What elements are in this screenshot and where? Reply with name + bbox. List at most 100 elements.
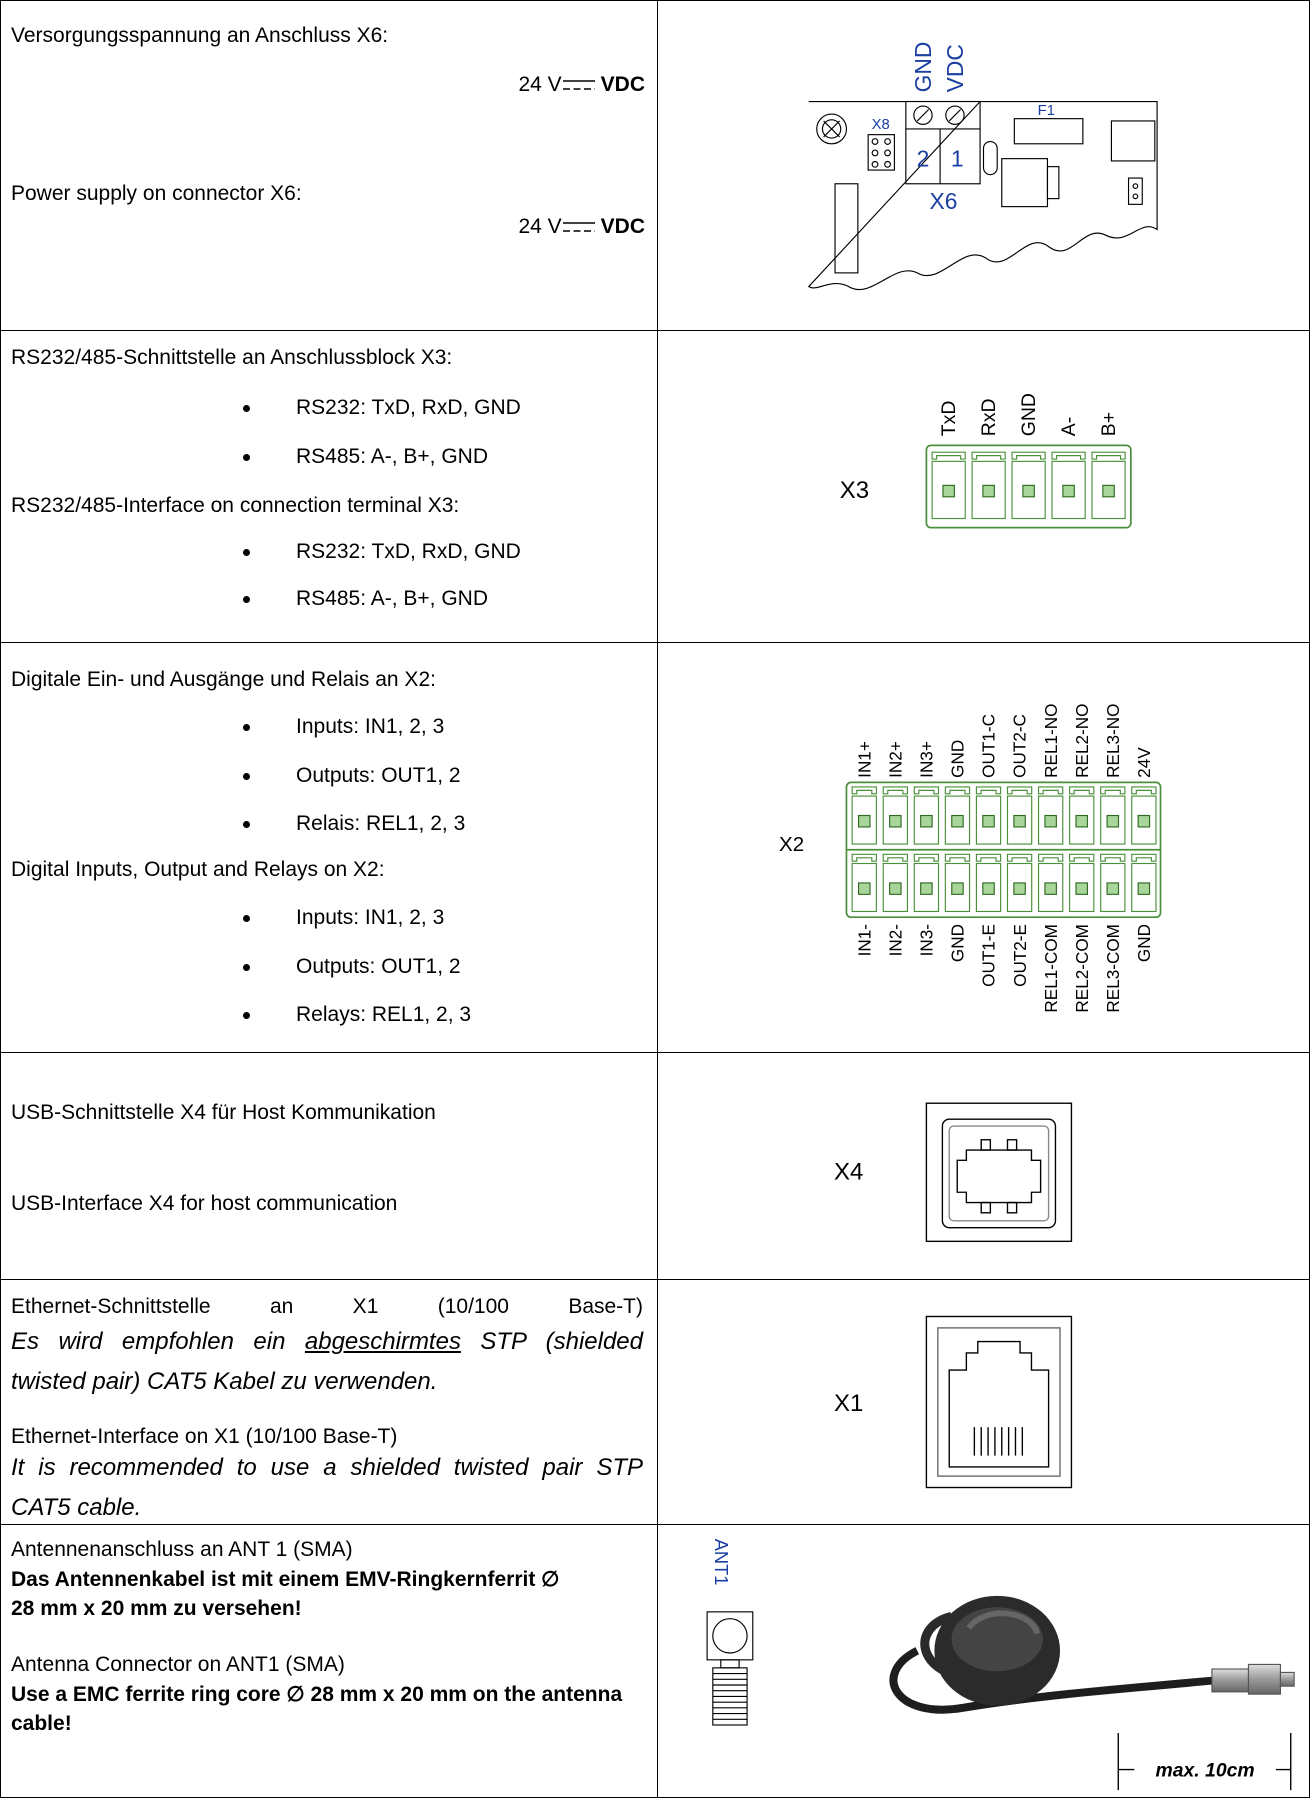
unit: VDC	[600, 73, 645, 96]
cell-diagram: GND VDC X8 F1 2 1 X6	[657, 0, 1310, 331]
terminal-slot	[913, 786, 940, 795]
note-emphasis: abgeschirmtes	[304, 1328, 461, 1355]
voltage-line: 24 V VDC	[518, 73, 645, 97]
note-text: STP (shielded twisted pair) CAT5 Kabel z…	[11, 1328, 644, 1395]
bullet: RS232: TxD, RxD, GND	[243, 396, 521, 420]
dc-symbol	[562, 80, 595, 91]
terminal-body	[1069, 862, 1095, 913]
terminal-body	[851, 862, 877, 913]
terminal-slot	[1100, 786, 1126, 795]
pin-label: GND	[1018, 393, 1040, 436]
bullet-text: Inputs: IN1, 2, 3	[296, 715, 445, 738]
terminal-body	[1069, 795, 1095, 845]
terminal-screw	[857, 814, 871, 828]
cable-length: max. 10cm	[1155, 1759, 1254, 1781]
warning: Use a EMC ferrite ring core ∅ 28 mm x 20…	[11, 1683, 623, 1735]
bullet: RS485: A-, B+, GND	[243, 587, 488, 611]
pin-label: GND	[910, 42, 936, 93]
pin-label: IN3-	[917, 924, 937, 956]
terminal-screw	[920, 882, 933, 895]
terminal-screw	[889, 814, 902, 828]
terminal-diagram: X3 TxD RxD GND A- B+	[840, 393, 1132, 529]
terminal-screw	[920, 814, 933, 828]
terminal-slot	[1131, 786, 1157, 795]
bullet: Outputs: OUT1, 2	[243, 955, 461, 979]
text: Antenna Connector on ANT1 (SMA)	[11, 1653, 345, 1676]
terminal-screw	[982, 882, 995, 895]
voltage: 24 V	[518, 215, 562, 238]
terminal-screw	[951, 882, 964, 895]
pin-label: TxD	[938, 401, 960, 437]
connector-label: ANT1	[711, 1539, 732, 1586]
terminal-screw	[942, 484, 955, 498]
pin-label: VDC	[942, 44, 968, 92]
pin-label: 24V	[1134, 747, 1154, 778]
text: Ethernet-Schnittstelle an X1 (10/100 Bas…	[11, 1295, 643, 1318]
terminal-slot	[1006, 853, 1033, 862]
terminal-body	[931, 460, 966, 520]
terminal-screw	[1137, 882, 1151, 895]
bullet-text: Outputs: OUT1, 2	[296, 764, 461, 787]
terminal-body	[1037, 862, 1064, 913]
cell-text: Versorgungsspannung an Anschluss X6: 24 …	[0, 0, 658, 331]
terminal-slot	[1100, 853, 1126, 862]
bullet-text: Relays: REL1, 2, 3	[296, 1003, 472, 1026]
terminal-screw	[1106, 882, 1120, 895]
terminal-screw	[982, 484, 995, 498]
cell-text: Ethernet-Schnittstelle an X1 (10/100 Bas…	[0, 1279, 658, 1525]
pin-label: IN2+	[885, 741, 905, 778]
text: USB-Schnittstelle X4 für Host Kommunikat…	[11, 1101, 436, 1124]
bullet: Relais: REL1, 2, 3	[243, 812, 465, 836]
bullet: RS485: A-, B+, GND	[243, 445, 488, 469]
terminal-body	[944, 862, 971, 913]
terminal-slot	[944, 786, 971, 795]
terminal-screw	[1137, 814, 1151, 828]
pin-label: REL2-NO	[1072, 704, 1092, 778]
terminal-screw	[1106, 814, 1120, 828]
cell-text: Digitale Ein- und Ausgänge und Relais an…	[0, 642, 658, 1053]
pin-label: GND	[948, 924, 968, 962]
terminal-screw	[982, 814, 995, 828]
text: Ethernet-Interface on X1 (10/100 Base-T)	[11, 1425, 398, 1448]
terminal-slot	[851, 853, 877, 862]
terminal-slot	[882, 786, 909, 795]
terminal-body	[913, 795, 940, 845]
note: It is recommended to use a shielded twis…	[11, 1454, 643, 1521]
terminal-slot	[944, 853, 971, 862]
terminal-slot	[1069, 786, 1095, 795]
pin-label: IN3+	[917, 741, 937, 778]
terminal-slot	[1131, 853, 1157, 862]
text: RS232/485-Interface on connection termin…	[11, 494, 460, 517]
voltage: 24 V	[518, 73, 562, 96]
pin-label: OUT2-C	[1010, 714, 1030, 778]
unit: VDC	[600, 215, 645, 238]
connector-label: X6	[930, 188, 958, 214]
text: Versorgungsspannung an Anschluss X6:	[11, 24, 389, 47]
terminal-screw	[1075, 882, 1089, 895]
terminal-body	[975, 795, 1002, 845]
pin-label: REL3-NO	[1103, 704, 1123, 778]
pin-label: IN1-	[854, 924, 874, 956]
pin-label: GND	[1134, 924, 1154, 962]
terminal-slot	[1051, 451, 1086, 460]
connector-label: X4	[834, 1159, 863, 1186]
bullet-text: RS485: A-, B+, GND	[296, 445, 488, 468]
text: Antennenanschluss an ANT 1 (SMA)	[11, 1538, 353, 1561]
terminal-body	[1051, 460, 1086, 520]
bullet-text: Outputs: OUT1, 2	[296, 955, 461, 978]
text: RS232/485-Schnittstelle an Anschlussbloc…	[11, 346, 453, 369]
pin-label: OUT1-C	[979, 714, 999, 778]
pin-label: REL1-NO	[1041, 704, 1061, 778]
terminal-body	[971, 460, 1006, 520]
terminal-body	[1131, 795, 1157, 845]
text: Digital Inputs, Output and Relays on X2:	[11, 858, 385, 881]
ethernet-diagram: X1	[834, 1315, 1073, 1489]
pin-label: IN1+	[854, 741, 874, 778]
text: Digitale Ein- und Ausgänge und Relais an…	[11, 668, 436, 691]
pin-number: 1	[951, 146, 964, 172]
terminal-screw	[1062, 484, 1075, 498]
pin-label: REL3-COM	[1103, 924, 1123, 1013]
connector-label: X2	[779, 833, 804, 856]
text: Power supply on connector X6:	[11, 182, 302, 205]
